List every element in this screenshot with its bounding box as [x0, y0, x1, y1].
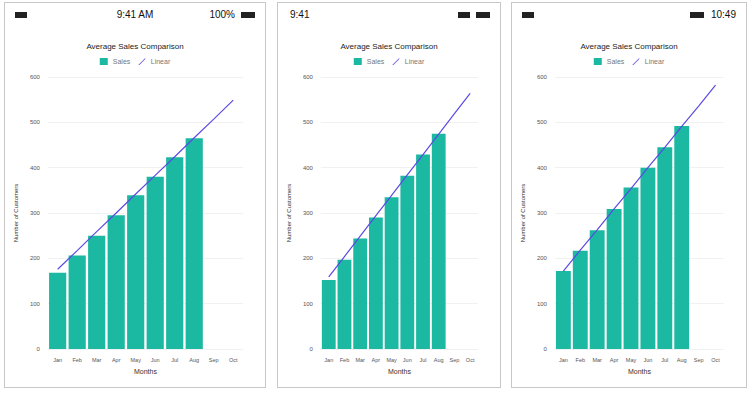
svg-text:Aug: Aug — [189, 357, 199, 363]
svg-text:0: 0 — [37, 346, 41, 352]
svg-text:Jul: Jul — [420, 357, 427, 363]
html-text:100%: 100% — [209, 9, 235, 20]
svg-text:Feb: Feb — [340, 357, 349, 363]
svg-text:500: 500 — [30, 119, 41, 125]
svg-text:Jan: Jan — [559, 357, 568, 363]
svg-text:400: 400 — [537, 165, 548, 171]
svg-text:500: 500 — [303, 119, 314, 125]
svg-text:Sep: Sep — [694, 357, 704, 363]
svg-text:600: 600 — [303, 74, 314, 80]
svg-text:Months: Months — [628, 368, 651, 375]
svg-text:Linear: Linear — [405, 58, 425, 65]
svg-text:100: 100 — [303, 301, 314, 307]
svg-text:0: 0 — [310, 346, 314, 352]
svg-text:Sep: Sep — [450, 357, 460, 363]
svg-text:Oct: Oct — [466, 357, 475, 363]
svg-text:Jun: Jun — [403, 357, 412, 363]
svg-text:100: 100 — [537, 301, 548, 307]
svg-text:Jan: Jan — [53, 357, 62, 363]
svg-text:Aug: Aug — [434, 357, 444, 363]
svg-text:400: 400 — [30, 165, 41, 171]
html-text:10:49: 10:49 — [711, 9, 736, 20]
svg-text:Sep: Sep — [209, 357, 219, 363]
svg-text:Average Sales Comparison: Average Sales Comparison — [86, 42, 183, 51]
svg-text:200: 200 — [30, 255, 41, 261]
svg-text:300: 300 — [537, 210, 548, 216]
svg-text:300: 300 — [30, 210, 41, 216]
svg-text:600: 600 — [30, 74, 41, 80]
svg-text:May: May — [626, 357, 637, 363]
svg-text:Months: Months — [134, 368, 157, 375]
svg-text:Sales: Sales — [367, 58, 385, 65]
svg-text:May: May — [131, 357, 142, 363]
svg-text:Months: Months — [388, 368, 411, 375]
svg-text:Sales: Sales — [113, 58, 131, 65]
svg-text:Jul: Jul — [661, 357, 668, 363]
svg-text:Apr: Apr — [610, 357, 619, 363]
svg-text:0: 0 — [544, 346, 548, 352]
svg-text:Feb: Feb — [72, 357, 81, 363]
svg-text:Oct: Oct — [711, 357, 720, 363]
svg-text:Linear: Linear — [645, 58, 665, 65]
svg-text:Linear: Linear — [151, 58, 171, 65]
svg-text:200: 200 — [537, 255, 548, 261]
svg-text:Number of Customers: Number of Customers — [520, 184, 526, 243]
svg-text:200: 200 — [303, 255, 314, 261]
svg-text:Mar: Mar — [92, 357, 102, 363]
svg-text:Oct: Oct — [229, 357, 238, 363]
svg-text:Number of Customers: Number of Customers — [286, 184, 292, 243]
html-text:9:41 AM: 9:41 AM — [116, 9, 154, 20]
svg-text:Average Sales Comparison: Average Sales Comparison — [340, 42, 437, 51]
svg-text:May: May — [386, 357, 397, 363]
svg-text:Apr: Apr — [372, 357, 381, 363]
svg-text:Mar: Mar — [592, 357, 602, 363]
svg-text:400: 400 — [303, 165, 314, 171]
svg-text:500: 500 — [537, 119, 548, 125]
svg-text:Sales: Sales — [607, 58, 625, 65]
svg-text:600: 600 — [537, 74, 548, 80]
svg-text:Feb: Feb — [576, 357, 585, 363]
svg-text:Average Sales Comparison: Average Sales Comparison — [580, 42, 677, 51]
svg-text:Jul: Jul — [171, 357, 178, 363]
svg-text:Jan: Jan — [324, 357, 333, 363]
html-text:9:41: 9:41 — [290, 9, 310, 20]
svg-text:Jun: Jun — [643, 357, 652, 363]
svg-text:Mar: Mar — [355, 357, 365, 363]
svg-text:Number of Customers: Number of Customers — [13, 184, 19, 243]
svg-text:100: 100 — [30, 301, 41, 307]
svg-text:Apr: Apr — [112, 357, 121, 363]
svg-text:Jun: Jun — [151, 357, 160, 363]
svg-text:300: 300 — [303, 210, 314, 216]
svg-text:Aug: Aug — [677, 357, 687, 363]
